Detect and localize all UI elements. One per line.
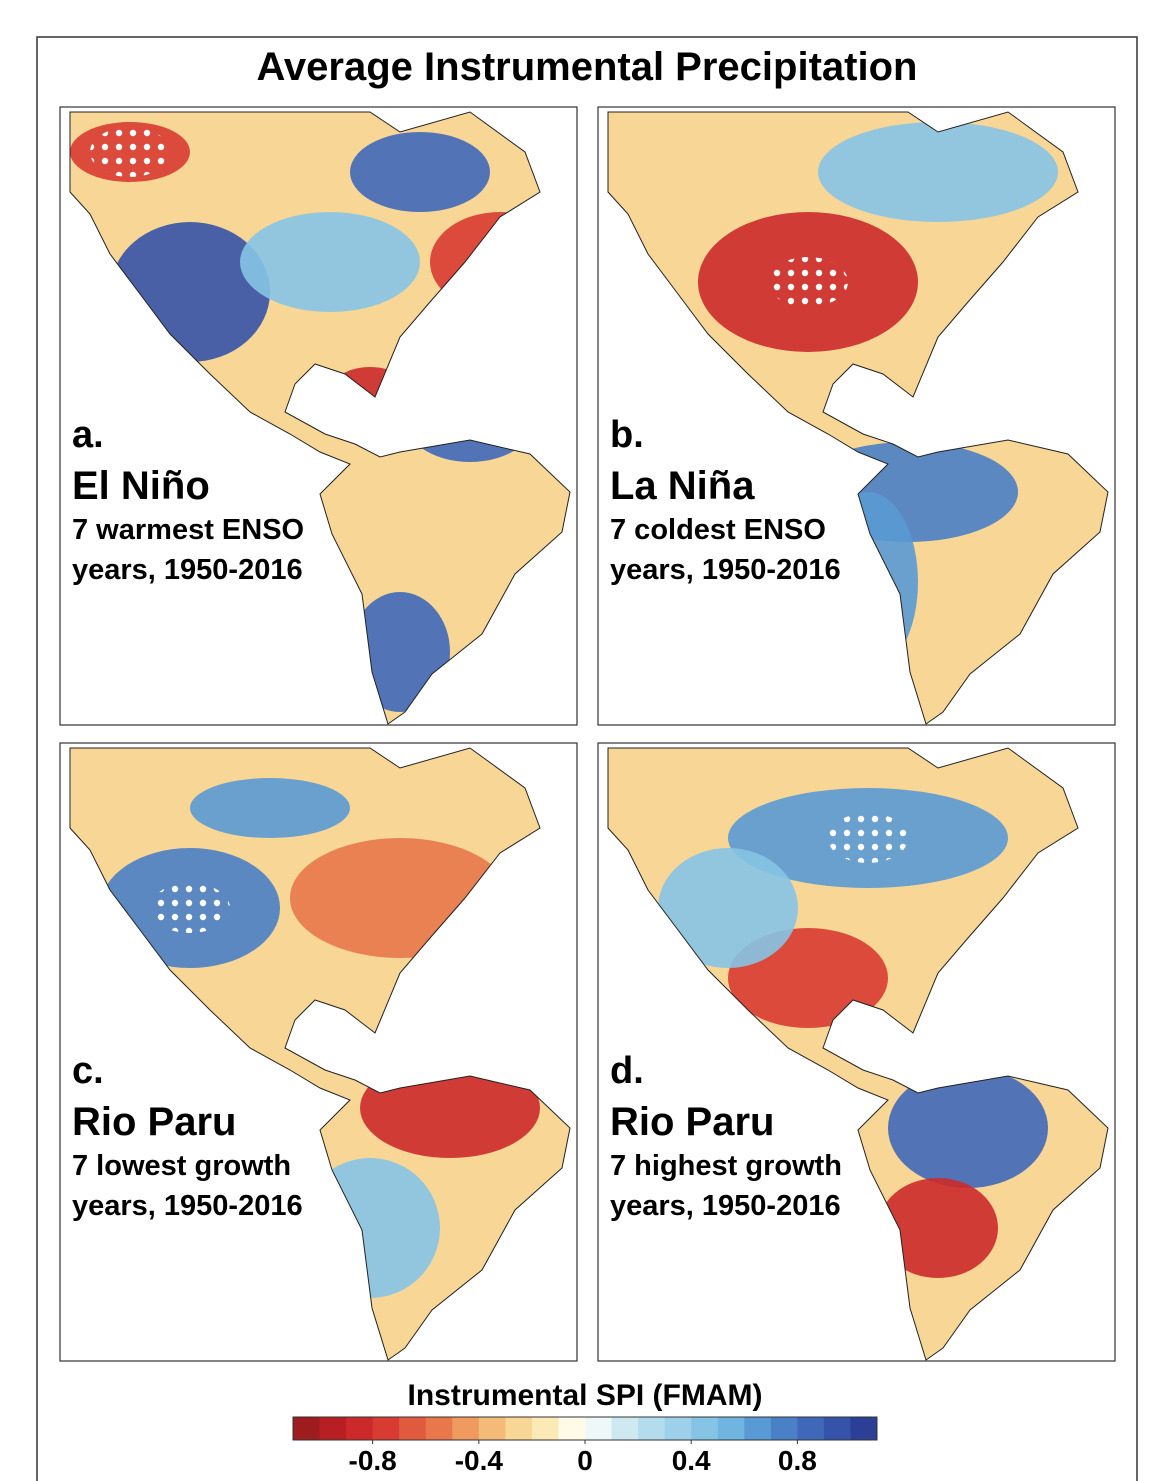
colorbar-bin [744, 1417, 772, 1440]
figure-title: Average Instrumental Precipitation [257, 45, 918, 89]
panel-name: La Niña [610, 464, 755, 508]
colorbar-tick-label: -0.4 [455, 1445, 504, 1476]
panel-desc: 7 warmest ENSO [72, 514, 304, 546]
panel-letter: a. [72, 414, 104, 456]
significance-dots [150, 883, 230, 933]
colorbar-bin [717, 1417, 745, 1440]
colorbar: -0.8 -0.4 0 0.4 0.8 [292, 1416, 878, 1476]
colorbar-tick-label: 0 [577, 1445, 593, 1476]
panel-desc: years, 1950-2016 [72, 554, 303, 586]
panel-letter: b. [610, 414, 644, 456]
precip-region [888, 1068, 1048, 1188]
precip-region [350, 132, 490, 212]
panel-name: Rio Paru [610, 1100, 774, 1144]
significance-dots [768, 257, 848, 307]
coastline [69, 111, 571, 725]
panel-desc: years, 1950-2016 [610, 1190, 841, 1222]
frame [36, 36, 1138, 1481]
colorbar-bin [664, 1417, 692, 1440]
colorbar-title: Instrumental SPI (FMAM) [407, 1379, 762, 1412]
colorbar-bin [770, 1417, 798, 1440]
panel-desc: 7 highest growth [610, 1150, 842, 1182]
colorbar-bin [346, 1417, 374, 1440]
colorbar-tick-label: 0.8 [778, 1445, 817, 1476]
panel-name: El Niño [72, 464, 210, 508]
colorbar-bin [823, 1417, 851, 1440]
coastline [607, 111, 1109, 725]
colorbar-bin [452, 1417, 480, 1440]
colorbar-tick-label: -0.8 [349, 1445, 397, 1476]
colorbar-bin [531, 1417, 559, 1440]
colorbar-bin [691, 1417, 719, 1440]
panel-desc: years, 1950-2016 [610, 554, 841, 586]
panel-desc: years, 1950-2016 [72, 1190, 303, 1222]
colorbar-bin [505, 1417, 533, 1440]
colorbar-bin [558, 1417, 586, 1440]
colorbar-bin [850, 1417, 878, 1440]
colorbar-bin [293, 1417, 321, 1440]
precip-region [240, 212, 420, 312]
colorbar-bin [638, 1417, 666, 1440]
panel-letter: d. [610, 1050, 644, 1092]
colorbar-tick-label: 0.4 [672, 1445, 711, 1476]
coastline [69, 747, 571, 1361]
colorbar-bin [399, 1417, 427, 1440]
colorbar-bin [585, 1417, 613, 1440]
panel-name: Rio Paru [72, 1100, 236, 1144]
precip-region [658, 848, 798, 968]
panel-desc: 7 coldest ENSO [610, 514, 826, 546]
coastline [607, 747, 1109, 1361]
colorbar-bin [797, 1417, 825, 1440]
colorbar-bin [372, 1417, 400, 1440]
precip-region [190, 778, 350, 838]
significance-dots [828, 813, 908, 863]
colorbar-bin [611, 1417, 639, 1440]
panels: a. El Niño 7 warmest ENSO years, 1950-2016 b… [59, 106, 1116, 1362]
colorbar-bin [425, 1417, 453, 1440]
panel-letter: c. [72, 1050, 104, 1092]
precip-region [818, 122, 1058, 222]
colorbar-bin [478, 1417, 506, 1440]
panel-desc: 7 lowest growth [72, 1150, 291, 1182]
significance-dots [90, 127, 170, 177]
precip-region [878, 1178, 998, 1278]
colorbar-bin [319, 1417, 347, 1440]
